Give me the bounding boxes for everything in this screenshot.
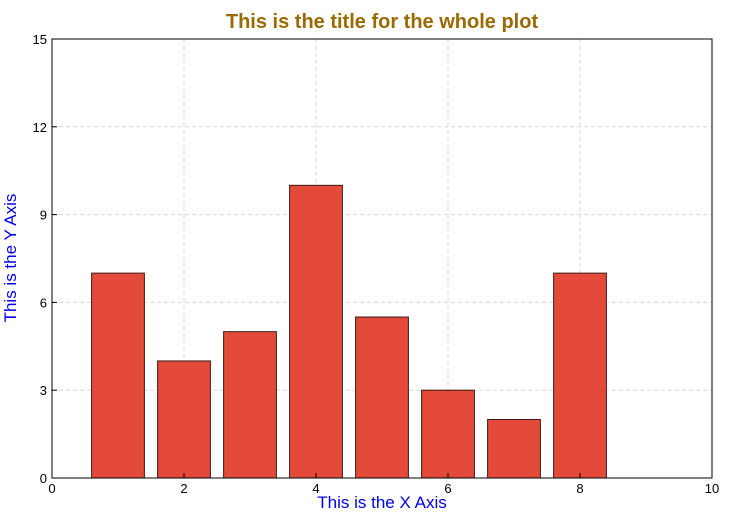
x-tick-label: 4 bbox=[312, 481, 319, 496]
y-tick-label: 0 bbox=[40, 471, 47, 486]
bar bbox=[223, 331, 277, 479]
bar bbox=[355, 316, 409, 479]
bar bbox=[157, 360, 211, 479]
bar bbox=[487, 418, 541, 479]
y-tick-label: 6 bbox=[40, 295, 47, 310]
bar bbox=[91, 272, 145, 479]
x-tick-label: 6 bbox=[444, 481, 451, 496]
plot-frame bbox=[51, 38, 713, 479]
y-tick-label: 15 bbox=[33, 32, 47, 47]
bar bbox=[421, 389, 475, 479]
x-tick-label: 2 bbox=[180, 481, 187, 496]
y-tick-label: 3 bbox=[40, 383, 47, 398]
x-tick-label: 8 bbox=[576, 481, 583, 496]
axis-ticks: 0 2 4 6 8 10 0 3 6 9 12 15 bbox=[33, 32, 720, 496]
bars bbox=[91, 184, 607, 479]
chart-title: This is the title for the whole plot bbox=[226, 11, 539, 33]
x-tick-label: 10 bbox=[705, 481, 719, 496]
bar bbox=[289, 184, 343, 479]
bar bbox=[553, 272, 607, 479]
y-axis-label: This is the Y Axis bbox=[1, 194, 20, 323]
x-tick-label: 0 bbox=[48, 481, 55, 496]
y-tick-label: 12 bbox=[33, 120, 47, 135]
x-axis-label: This is the X Axis bbox=[317, 493, 446, 512]
y-tick-label: 9 bbox=[40, 208, 47, 223]
